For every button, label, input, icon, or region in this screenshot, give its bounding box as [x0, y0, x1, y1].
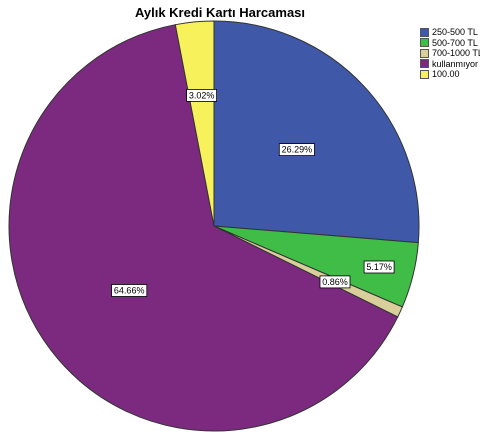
- legend-item-5: 100.00: [420, 69, 480, 80]
- legend-item-1: 250-500 TL: [420, 27, 480, 38]
- legend-label: 250-500 TL: [432, 27, 478, 37]
- svg-text:64.66%: 64.66%: [114, 286, 145, 296]
- legend-item-2: 500-700 TL: [420, 38, 480, 49]
- legend-label: 500-700 TL: [432, 37, 478, 48]
- legend-label: 100.00: [432, 69, 460, 79]
- svg-text:5.17%: 5.17%: [366, 262, 392, 272]
- svg-text:26.29%: 26.29%: [282, 145, 313, 155]
- legend-swatch: [420, 59, 429, 69]
- legend-swatch: [420, 38, 429, 48]
- legend: 250-500 TL 500-700 TL 700-1000 TL kullanmıy…: [420, 27, 480, 80]
- svg-text:0.86%: 0.86%: [322, 277, 348, 287]
- data-label-2: 5.17%: [363, 260, 395, 274]
- legend-item-4: kullanmıyor: [420, 59, 480, 70]
- data-label-1: 26.29%: [278, 143, 315, 157]
- pie-labels: 26.29% 5.17% 0.86% 64.66% 3.02%: [111, 89, 395, 297]
- svg-text:3.02%: 3.02%: [189, 90, 215, 100]
- data-label-4: 64.66%: [111, 284, 148, 297]
- data-label-3: 0.86%: [319, 275, 351, 289]
- legend-item-3: 700-1000 TL: [420, 48, 480, 59]
- legend-swatch: [420, 27, 429, 37]
- legend-label: kullanmıyor: [432, 58, 479, 69]
- chart-title: Aylık Kredi Kartı Harcaması: [134, 5, 306, 20]
- pie-slices: [8, 20, 420, 432]
- pie-slice-4: [8, 24, 399, 432]
- pie-slice-1: [213, 20, 420, 244]
- legend-label: 700-1000 TL: [432, 48, 480, 58]
- legend-swatch: [420, 48, 429, 58]
- data-label-5: 3.02%: [186, 89, 218, 102]
- pie-slice-5: [174, 20, 215, 227]
- legend-swatch: [420, 69, 429, 79]
